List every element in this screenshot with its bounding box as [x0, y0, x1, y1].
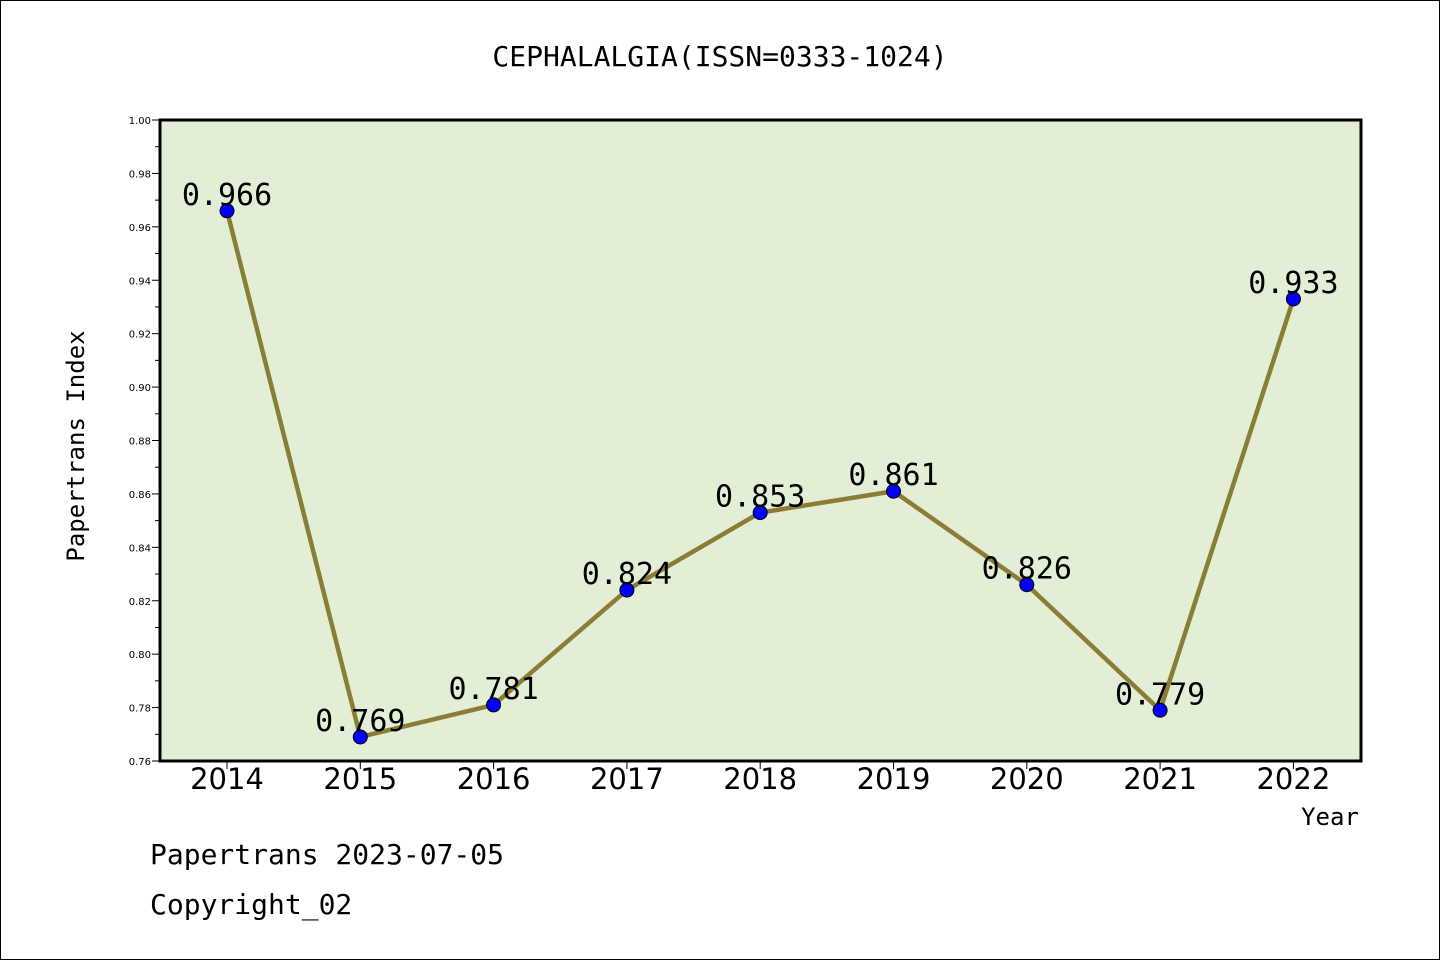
x-tick-label: 2020 — [990, 762, 1064, 796]
x-tick-label: 2015 — [323, 762, 397, 796]
y-tick-label: 0.80 — [129, 650, 151, 661]
data-label-2014: 0.966 — [182, 178, 272, 213]
x-tick-label: 2022 — [1256, 762, 1330, 796]
plot-area — [158, 118, 1363, 763]
data-point-2016 — [486, 697, 502, 713]
y-axis-label: Papertrans Index — [62, 330, 90, 561]
x-tick-label: 2014 — [190, 762, 264, 796]
x-tick-label: 2017 — [590, 762, 664, 796]
data-point-2021 — [1152, 702, 1168, 718]
data-point-2020 — [1019, 577, 1035, 593]
footer-date: Papertrans 2023-07-05 — [150, 838, 504, 871]
data-markers — [219, 203, 1301, 745]
y-tick-label: 0.82 — [129, 597, 151, 608]
y-tick-label: 0.86 — [129, 490, 151, 501]
y-tick-label: 0.84 — [129, 543, 151, 554]
x-tick-label: 2019 — [857, 762, 931, 796]
data-label-2022: 0.933 — [1248, 266, 1338, 301]
footer-copyright: Copyright_02 — [150, 888, 352, 922]
y-tick-label: 0.78 — [129, 704, 151, 715]
data-labels: 0.966 0.769 0.781 0.824 0.853 0.861 0.826 0.779… — [182, 178, 1339, 739]
y-tick-label: 0.98 — [129, 169, 151, 180]
data-label-2020: 0.826 — [982, 552, 1072, 587]
data-point-2019 — [886, 483, 901, 499]
y-tick-label: 0.96 — [129, 223, 151, 234]
data-point-2022 — [1285, 291, 1301, 307]
y-tick-label: 0.88 — [129, 437, 151, 448]
x-tick-label: 2016 — [457, 762, 531, 796]
chart-title: CEPHALALGIA(ISSN=0333-1024) — [492, 40, 947, 73]
x-tick-label: 2021 — [1123, 762, 1197, 796]
data-label-2018: 0.853 — [715, 480, 805, 515]
data-label-2015: 0.769 — [315, 704, 405, 739]
x-tick-label: 2018 — [723, 762, 797, 796]
data-point-2017 — [619, 582, 635, 598]
data-label-2021: 0.779 — [1115, 677, 1205, 712]
x-axis-label: Year — [1301, 803, 1359, 831]
y-tick-label: 0.94 — [129, 276, 151, 287]
data-point-2014 — [219, 203, 235, 219]
data-point-2018 — [752, 505, 768, 521]
data-label-2019: 0.861 — [848, 458, 938, 493]
y-tick-label: 0.90 — [129, 383, 151, 394]
y-tick-label: 1.00 — [129, 116, 151, 127]
y-axis-ticks: 0.76 0.78 0.80 0.82 0.84 0.86 0.88 0.90 0.92 0.94… — [129, 116, 160, 768]
data-point-2015 — [352, 729, 368, 745]
y-tick-label: 0.92 — [129, 330, 151, 341]
x-axis-ticks: 2014 2015 2016 2017 2018 2019 2020 2021 2022 — [190, 761, 1330, 796]
data-label-2016: 0.781 — [448, 672, 538, 707]
y-tick-label: 0.76 — [129, 757, 151, 768]
data-label-2017: 0.824 — [582, 557, 672, 592]
